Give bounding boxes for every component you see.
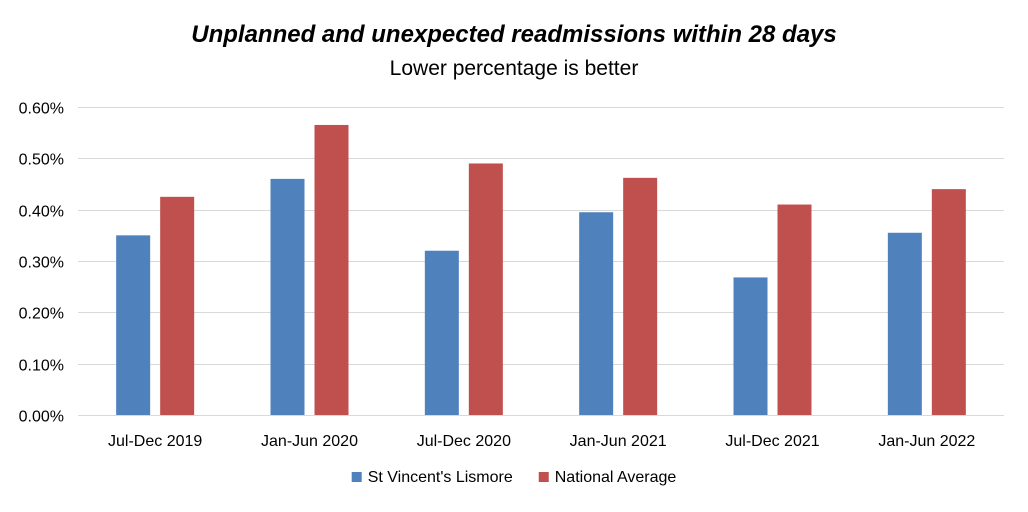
y-axis-tick-labels: 0.00% 0.10% 0.20% 0.30% 0.40% 0.50% 0.60% [19,101,64,426]
y-tick-label: 0.00% [19,409,64,426]
legend-item-national-average: National Average [538,469,677,486]
x-tick-label: Jan-Jun 2021 [570,433,667,450]
bar-st-vincents-lismore [579,212,614,415]
bar-st-vincents-lismore [270,178,305,415]
bars [116,124,966,415]
gridlines [78,107,1004,365]
y-tick-label: 0.40% [19,204,64,221]
legend-item-st-vincents-lismore: St Vincent's Lismore [351,469,513,486]
bar-st-vincents-lismore [424,250,459,415]
chart-subtitle: Lower percentage is better [390,57,639,80]
legend-label: National Average [555,469,677,486]
bar-national-average [623,177,658,415]
bar-st-vincents-lismore [733,277,768,415]
bar-st-vincents-lismore [116,235,151,415]
x-axis-tick-labels: Jul-Dec 2019 Jan-Jun 2020 Jul-Dec 2020 Jan-… [108,433,975,450]
x-tick-label: Jan-Jun 2020 [261,433,358,450]
x-tick-label: Jul-Dec 2020 [417,433,511,450]
bar-national-average [931,189,966,415]
x-tick-label: Jul-Dec 2021 [725,433,819,450]
chart-title: Unplanned and unexpected readmissions wi… [191,21,837,48]
legend-swatch [351,472,362,482]
y-tick-label: 0.20% [19,306,64,323]
y-tick-label: 0.60% [19,101,64,118]
legend: St Vincent's Lismore National Average [351,469,677,486]
bar-national-average [777,204,812,415]
bar-national-average [160,196,195,415]
y-tick-label: 0.30% [19,255,64,272]
legend-swatch [538,472,549,482]
bar-national-average [468,163,503,415]
x-tick-label: Jan-Jun 2022 [878,433,975,450]
legend-label: St Vincent's Lismore [368,469,513,486]
y-tick-label: 0.50% [19,152,64,169]
bar-st-vincents-lismore [887,232,922,415]
y-tick-label: 0.10% [19,358,64,375]
bar-national-average [314,124,349,415]
x-tick-label: Jul-Dec 2019 [108,433,202,450]
